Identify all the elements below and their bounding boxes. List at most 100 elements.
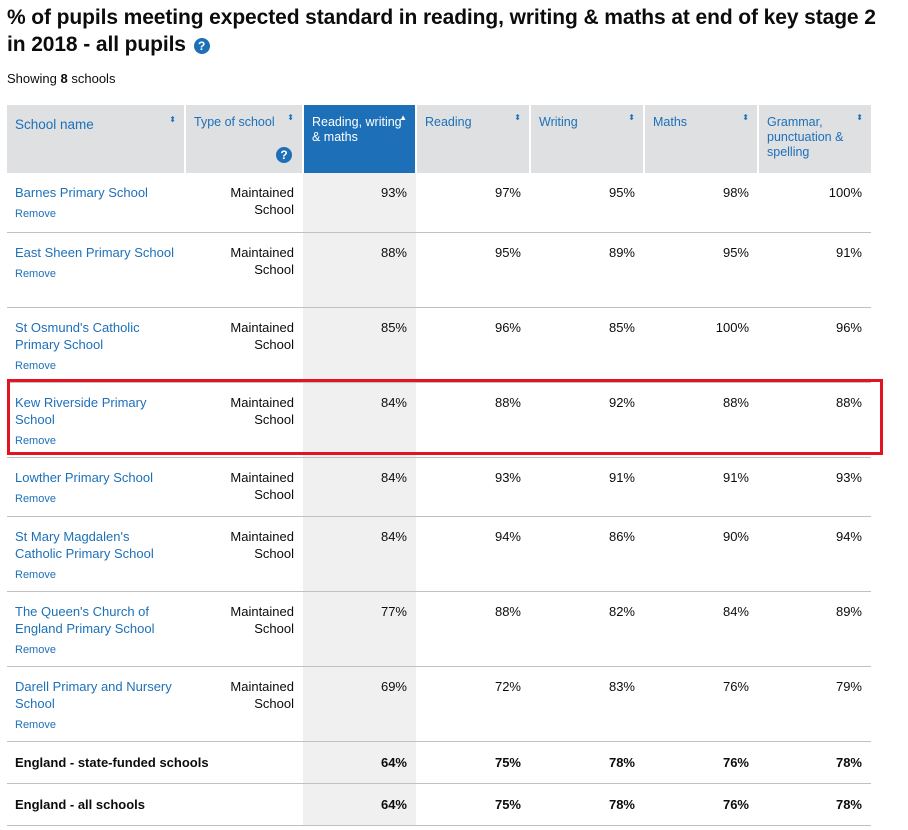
remove-link[interactable]: Remove — [15, 568, 56, 581]
reading-cell: 95% — [416, 232, 530, 308]
school-name-cell: Darell Primary and Nursery School Remove — [7, 666, 185, 742]
writing-cell: 89% — [530, 232, 644, 308]
results-table: School name ⬍ Type of school ⬍ ? Reading… — [7, 105, 871, 826]
school-type-cell: Maintained School — [185, 457, 303, 517]
school-name-cell: The Queen's Church of England Primary Sc… — [7, 591, 185, 667]
school-name-cell: Lowther Primary School Remove — [7, 457, 185, 517]
gps-cell: 91% — [758, 232, 871, 308]
results-count: Showing 8 schools — [7, 71, 115, 86]
school-name-cell: East Sheen Primary School Remove — [7, 232, 185, 308]
table-row-highlighted: Kew Riverside Primary School Remove Main… — [7, 382, 871, 458]
rwm-cell: 64% — [303, 741, 416, 784]
school-link[interactable]: St Mary Magdalen's Catholic Primary Scho… — [15, 528, 154, 561]
column-header-label: Grammar, punctuation & spelling — [767, 115, 844, 159]
writing-cell: 83% — [530, 666, 644, 742]
total-name-cell: England - all schools — [7, 783, 303, 826]
maths-cell: 88% — [644, 382, 758, 458]
writing-cell: 86% — [530, 516, 644, 592]
remove-link[interactable]: Remove — [15, 434, 56, 447]
column-header-writing[interactable]: Writing ⬍ — [530, 105, 645, 173]
remove-link[interactable]: Remove — [15, 492, 56, 505]
reading-cell: 94% — [416, 516, 530, 592]
sort-icon: ⬍ — [628, 113, 635, 122]
results-count-number: 8 — [60, 71, 68, 86]
school-name-cell: Barnes Primary School Remove — [7, 173, 185, 233]
gps-cell: 79% — [758, 666, 871, 742]
remove-link[interactable]: Remove — [15, 359, 56, 372]
table-row: East Sheen Primary School Remove Maintai… — [7, 232, 871, 308]
school-link[interactable]: Barnes Primary School — [15, 185, 148, 200]
writing-cell: 92% — [530, 382, 644, 458]
remove-link[interactable]: Remove — [15, 267, 56, 280]
school-type-cell: Maintained School — [185, 382, 303, 458]
maths-cell: 76% — [644, 666, 758, 742]
table-row: The Queen's Church of England Primary Sc… — [7, 591, 871, 667]
school-link[interactable]: St Osmund's Catholic Primary School — [15, 319, 140, 352]
school-link[interactable]: Kew Riverside Primary School — [15, 394, 147, 427]
school-type-cell: Maintained School — [185, 666, 303, 742]
maths-cell: 90% — [644, 516, 758, 592]
maths-cell: 84% — [644, 591, 758, 667]
school-link[interactable]: East Sheen Primary School — [15, 244, 174, 260]
column-header-maths[interactable]: Maths ⬍ — [644, 105, 759, 173]
rwm-cell: 84% — [303, 457, 416, 517]
total-name-cell: England - state-funded schools — [7, 741, 303, 784]
column-header-reading[interactable]: Reading ⬍ — [416, 105, 531, 173]
column-header-label: Maths — [653, 115, 688, 129]
column-header-label: Reading — [425, 115, 472, 129]
sort-icon: ⬍ — [169, 115, 176, 124]
table-row: Darell Primary and Nursery School Remove… — [7, 666, 871, 742]
page-title-text: % of pupils meeting expected standard in… — [7, 6, 876, 56]
gps-cell: 94% — [758, 516, 871, 592]
table-header-row: School name ⬍ Type of school ⬍ ? Reading… — [7, 105, 871, 173]
rwm-cell: 84% — [303, 516, 416, 592]
question-help-icon[interactable]: ? — [276, 147, 292, 163]
school-link[interactable]: Lowther Primary School — [15, 469, 153, 485]
reading-cell: 97% — [416, 173, 530, 233]
results-count-prefix: Showing — [7, 71, 57, 86]
writing-cell: 78% — [530, 741, 644, 784]
school-link[interactable]: The Queen's Church of England Primary Sc… — [15, 603, 155, 636]
column-header-school-name[interactable]: School name ⬍ — [7, 105, 186, 173]
maths-cell: 91% — [644, 457, 758, 517]
rwm-cell: 84% — [303, 382, 416, 458]
reading-cell: 88% — [416, 382, 530, 458]
table-row: Barnes Primary School Remove Maintained … — [7, 173, 871, 233]
rwm-cell: 64% — [303, 783, 416, 826]
table-row: Lowther Primary School Remove Maintained… — [7, 457, 871, 517]
gps-cell: 89% — [758, 591, 871, 667]
remove-link[interactable]: Remove — [15, 718, 56, 731]
rwm-cell: 69% — [303, 666, 416, 742]
column-header-type-of-school[interactable]: Type of school ⬍ ? — [185, 105, 304, 173]
column-header-reading-writing-maths[interactable]: Reading, writing & maths ▲ — [303, 105, 417, 173]
school-name-cell: St Osmund's Catholic Primary School Remo… — [7, 307, 185, 383]
sort-ascending-icon: ▲ — [399, 113, 407, 122]
reading-cell: 96% — [416, 307, 530, 383]
rwm-cell: 85% — [303, 307, 416, 383]
sort-icon: ⬍ — [287, 113, 294, 122]
maths-cell: 98% — [644, 173, 758, 233]
reading-cell: 88% — [416, 591, 530, 667]
school-type-cell: Maintained School — [185, 173, 303, 233]
school-link[interactable]: Darell Primary and Nursery School — [15, 678, 172, 711]
remove-link[interactable]: Remove — [15, 208, 56, 220]
table-row: St Mary Magdalen's Catholic Primary Scho… — [7, 516, 871, 592]
maths-cell: 100% — [644, 307, 758, 383]
help-icon[interactable]: ? — [193, 38, 210, 54]
gps-cell: 100% — [758, 173, 871, 233]
total-row: England - all schools 64% 75% 78% 76% 78… — [7, 783, 871, 826]
maths-cell: 76% — [644, 783, 758, 826]
school-type-cell: Maintained School — [185, 591, 303, 667]
column-header-label: School name — [15, 117, 94, 132]
maths-cell: 95% — [644, 232, 758, 308]
remove-link[interactable]: Remove — [15, 643, 56, 656]
school-type-cell: Maintained School — [185, 307, 303, 383]
page-title: % of pupils meeting expected standard in… — [7, 4, 897, 58]
column-header-grammar-punctuation-spelling[interactable]: Grammar, punctuation & spelling ⬍ — [758, 105, 871, 173]
gps-cell: 78% — [758, 783, 871, 826]
gps-cell: 96% — [758, 307, 871, 383]
school-name-cell: St Mary Magdalen's Catholic Primary Scho… — [7, 516, 185, 592]
results-count-suffix: schools — [71, 71, 116, 86]
sort-icon: ⬍ — [856, 113, 863, 122]
reading-cell: 75% — [416, 783, 530, 826]
